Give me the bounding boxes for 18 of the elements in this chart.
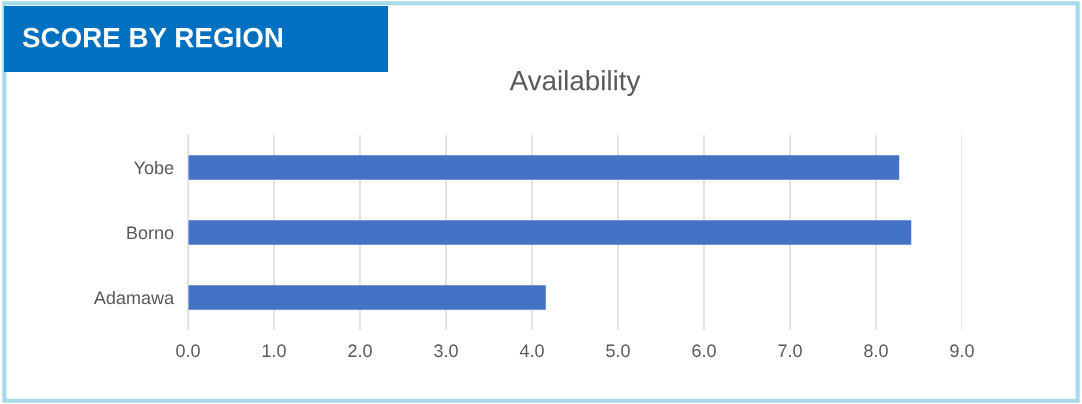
x-tick-label: 6.0: [692, 344, 716, 358]
y-tick-label: Yobe: [133, 160, 174, 175]
x-tick-label: 2.0: [348, 344, 372, 358]
bar: [188, 155, 900, 180]
x-tick-label: 9.0: [950, 344, 974, 358]
x-tick-label: 3.0: [434, 344, 458, 358]
x-tick-label: 8.0: [864, 344, 888, 358]
bar: [188, 285, 546, 310]
x-tick-label: 1.0: [262, 344, 286, 358]
y-tick-label: Adamawa: [93, 290, 175, 305]
chart-subtitle: Availability: [509, 70, 641, 96]
y-tick-label: Borno: [127, 226, 174, 240]
x-tick-label: 0.0: [176, 344, 200, 358]
chart-title: SCORE BY REGION: [22, 27, 283, 48]
x-tick-label: 4.0: [519, 344, 544, 358]
bar: [188, 220, 912, 245]
x-tick-label: 7.0: [778, 344, 802, 358]
x-tick-label: 5.0: [606, 344, 630, 358]
